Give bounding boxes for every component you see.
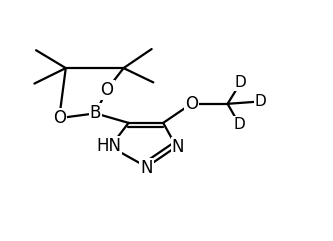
Text: O: O [53, 109, 66, 127]
Text: O: O [101, 80, 114, 99]
Text: D: D [233, 117, 245, 132]
Text: N: N [172, 138, 184, 156]
Text: N: N [141, 159, 153, 177]
Text: HN: HN [96, 137, 121, 155]
Text: D: D [255, 94, 266, 109]
Text: O: O [185, 95, 198, 113]
Text: D: D [235, 75, 247, 90]
Text: B: B [90, 104, 101, 122]
